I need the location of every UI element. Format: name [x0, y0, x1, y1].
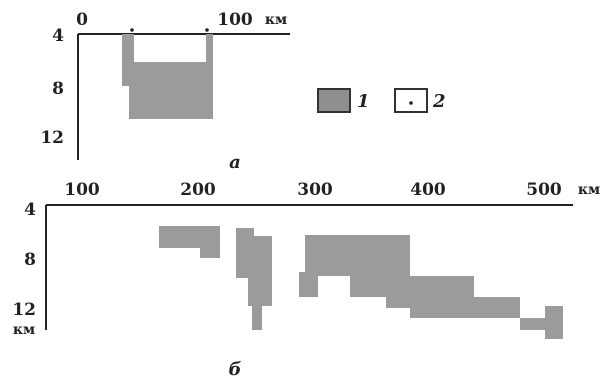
panel-b: 100 200 300 400 500 км 4 8 12 км б [12, 180, 600, 379]
panel-b-x-tick-300: 300 [297, 180, 333, 200]
panel-b-y-tick-12: 12 [12, 300, 36, 320]
panel-b-x-tick-100: 100 [64, 180, 100, 200]
panel-b-y-unit: км [13, 322, 35, 338]
panel-b-x-tick-200: 200 [180, 180, 216, 200]
panel-a-y-tick-8: 8 [52, 79, 64, 99]
panel-a-caption: а [229, 152, 241, 173]
panel-a-y-tick-4: 4 [52, 26, 64, 46]
panel-b-anomaly-1 [159, 226, 220, 258]
panel-a: 0 100 км 4 8 12 а [40, 10, 290, 173]
legend-item-2-swatch [395, 89, 427, 112]
legend-item-2-label: 2 [432, 91, 446, 112]
panel-a-marker-dot-right [205, 28, 209, 32]
panel-b-y-tick-4: 4 [24, 200, 36, 220]
panel-a-x-tick-0: 0 [76, 10, 88, 30]
panel-b-x-tick-500: 500 [526, 180, 562, 200]
panel-b-y-tick-8: 8 [24, 250, 36, 270]
panel-a-anomaly-region [122, 34, 213, 119]
panel-a-marker-dot-left [130, 28, 134, 32]
legend-item-2-dot [409, 101, 413, 105]
panel-b-caption: б [229, 359, 242, 379]
legend-item-1-label: 1 [357, 91, 370, 112]
panel-b-x-unit: км [578, 182, 600, 198]
panel-a-y-tick-12: 12 [40, 128, 64, 148]
panel-b-x-tick-400: 400 [410, 180, 446, 200]
legend: 1 2 [318, 89, 446, 112]
panel-a-x-unit: км [265, 12, 287, 28]
panel-a-x-tick-100: 100 [217, 10, 253, 30]
legend-item-1-swatch [318, 89, 350, 112]
panel-b-anomaly-2 [236, 228, 272, 330]
panel-b-anomaly-3 [299, 235, 563, 339]
